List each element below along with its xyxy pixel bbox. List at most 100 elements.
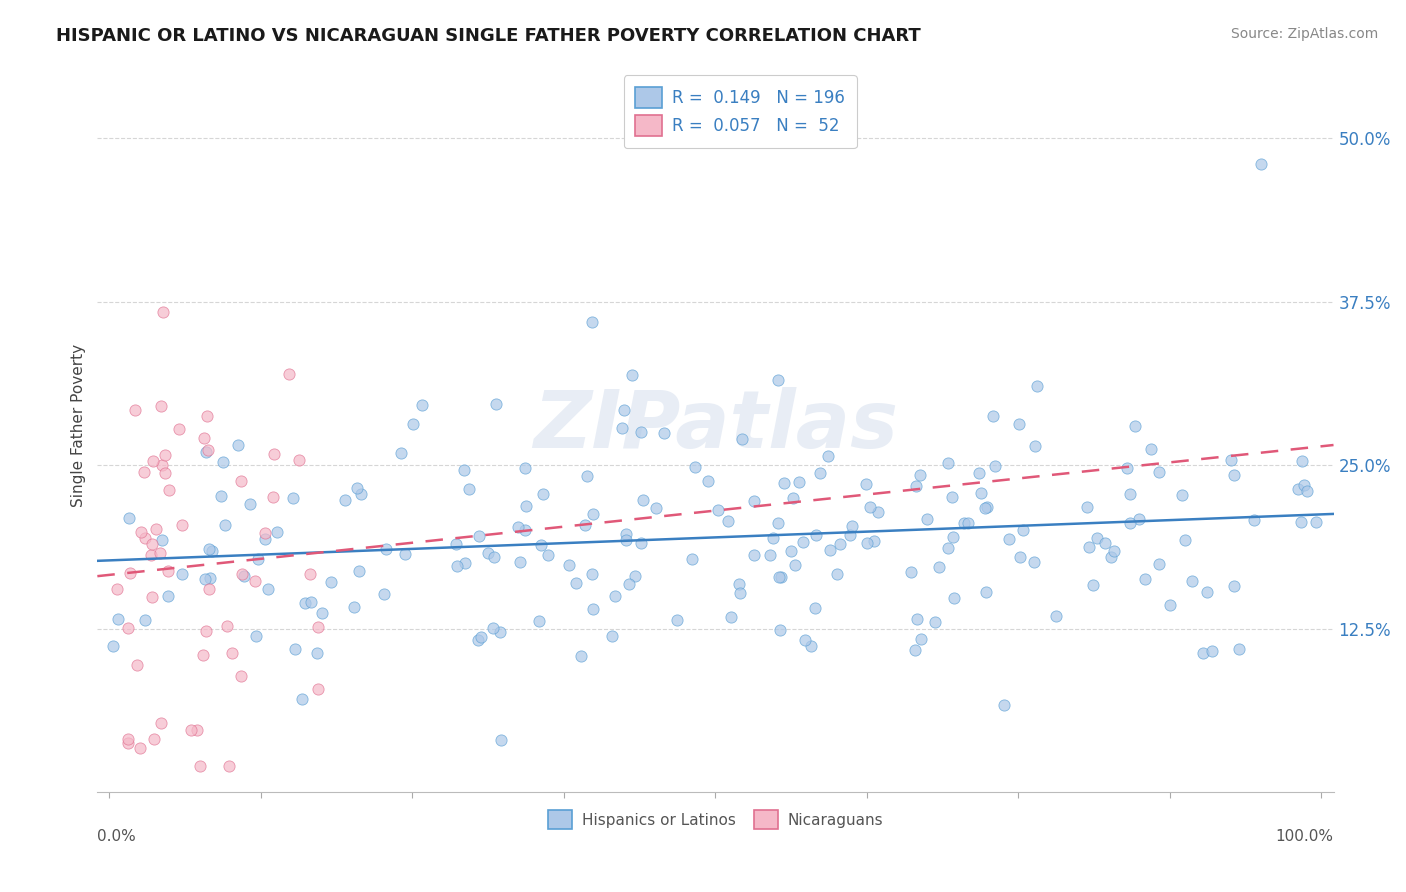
Point (817, 449, 839, 463)
Point (936, 456, 959, 470)
Point (908, 468, 931, 483)
Point (129, 525, 152, 540)
Y-axis label: Single Father Poverty: Single Father Poverty (72, 344, 86, 508)
Point (157, 589, 180, 603)
Point (769, 624, 792, 638)
Point (531, 486, 554, 500)
Point (233, 569, 256, 583)
Point (515, 500, 537, 514)
Point (411, 398, 433, 412)
Point (617, 577, 640, 591)
Point (150, 533, 173, 547)
Point (1222, 579, 1244, 593)
Point (652, 426, 675, 441)
Point (488, 625, 510, 640)
Point (349, 564, 371, 578)
Point (1159, 598, 1181, 612)
Point (681, 552, 703, 566)
Point (134, 466, 156, 480)
Point (600, 629, 623, 643)
Point (307, 682, 329, 697)
Point (957, 516, 980, 531)
Point (389, 446, 412, 460)
Point (581, 566, 603, 581)
Point (953, 516, 976, 530)
Point (350, 487, 373, 501)
Point (582, 602, 605, 616)
Point (515, 523, 537, 537)
Point (904, 643, 927, 657)
Point (527, 615, 550, 629)
Point (172, 517, 194, 532)
Point (630, 425, 652, 440)
Point (974, 584, 997, 599)
Point (624, 569, 647, 583)
Point (644, 500, 666, 515)
Point (1222, 467, 1244, 482)
Point (277, 368, 299, 382)
Point (311, 607, 333, 621)
Point (910, 632, 932, 646)
Point (1191, 646, 1213, 660)
Point (239, 497, 262, 511)
Point (581, 315, 603, 329)
Point (1227, 642, 1250, 657)
Point (150, 458, 173, 472)
Point (1174, 533, 1197, 548)
Point (1081, 578, 1104, 592)
Point (720, 610, 742, 624)
Point (152, 305, 174, 319)
Point (209, 489, 232, 503)
Point (281, 491, 304, 506)
Point (1045, 609, 1067, 624)
Point (808, 466, 831, 480)
Point (970, 485, 993, 500)
Point (307, 620, 329, 634)
Point (1094, 536, 1116, 550)
Point (856, 536, 879, 550)
Point (141, 537, 163, 551)
Point (558, 558, 581, 572)
Point (485, 396, 508, 410)
Point (830, 537, 852, 551)
Point (402, 417, 425, 432)
Point (766, 516, 789, 530)
Point (827, 566, 849, 581)
Point (149, 400, 172, 414)
Point (1291, 454, 1313, 468)
Point (905, 612, 928, 626)
Point (254, 525, 277, 540)
Point (576, 468, 599, 483)
Point (855, 476, 877, 491)
Point (231, 567, 253, 582)
Point (783, 558, 806, 573)
Point (569, 649, 592, 664)
Point (1104, 543, 1126, 558)
Point (1292, 477, 1315, 491)
Point (226, 437, 249, 451)
Point (467, 633, 489, 648)
Point (217, 619, 239, 633)
Point (928, 560, 950, 574)
Point (1147, 465, 1170, 479)
Point (1099, 550, 1122, 565)
Point (665, 613, 688, 627)
Point (284, 642, 307, 657)
Point (1011, 523, 1033, 537)
Point (766, 374, 789, 388)
Point (157, 565, 180, 579)
Point (167, 422, 190, 436)
Point (129, 740, 152, 755)
Point (180, 723, 202, 738)
Point (984, 459, 1007, 474)
Point (105, 582, 128, 597)
Point (762, 531, 785, 545)
Point (453, 463, 475, 477)
Point (200, 571, 222, 585)
Point (142, 732, 165, 747)
Point (742, 548, 765, 562)
Point (149, 546, 172, 560)
Point (770, 570, 793, 584)
Point (779, 544, 801, 558)
Point (194, 624, 217, 638)
